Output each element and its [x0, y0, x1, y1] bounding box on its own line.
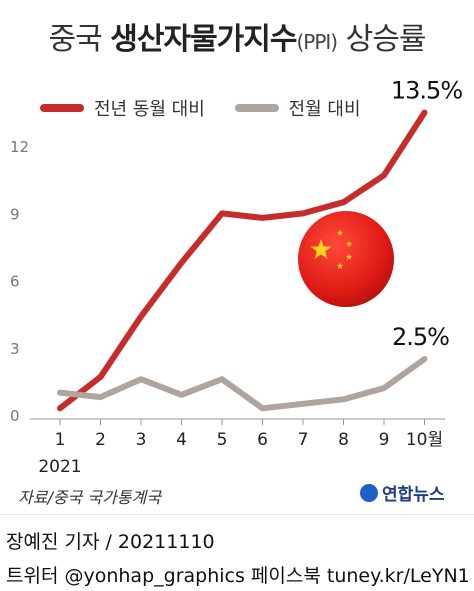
x-tick-label: 9 — [379, 430, 390, 450]
brand-mark: 연합뉴스 — [360, 480, 445, 505]
x-tick-label: 8 — [338, 430, 349, 450]
flag-small-star-icon — [336, 262, 344, 269]
x-tick-label: 3 — [136, 430, 147, 450]
x-tick-label: 10월 — [406, 430, 443, 450]
y-tick-label: 0 — [10, 407, 20, 425]
title-part-rate: 상승률 — [337, 22, 427, 57]
yonhap-logo-icon — [360, 483, 378, 502]
x-tick-label: 1 — [55, 430, 66, 450]
title-part-abbr: (PPI) — [296, 30, 338, 54]
byline: 장예진 기자 / 20211110 — [6, 531, 215, 553]
china-flag-icon — [298, 211, 394, 307]
annotation-mom-last: 2.5% — [392, 323, 449, 351]
legend-label-yoy: 전년 동월 대비 — [94, 99, 205, 120]
title-part-country: 중국 — [48, 22, 111, 57]
legend-swatch-yoy — [40, 104, 84, 112]
y-tick-label: 3 — [10, 340, 20, 358]
source-note: 자료/중국 국가통계국 — [18, 488, 161, 507]
annotation-yoy-last: 13.5% — [391, 77, 462, 105]
flag-big-star-icon — [310, 239, 332, 259]
social-links: 트위터 @yonhap_graphics 페이스북 tuney.kr/LeYN1 — [6, 565, 470, 587]
y-tick-label: 6 — [10, 273, 20, 291]
x-tick-label: 4 — [176, 430, 187, 450]
legend-label-mom: 전월 대비 — [288, 99, 361, 120]
flag-small-star-icon — [336, 229, 344, 236]
x-tick-label: 6 — [257, 430, 268, 450]
x-axis-year-label: 2021 — [38, 457, 81, 477]
flag-small-star-icon — [345, 253, 353, 260]
legend-item-mom: 전월 대비 — [234, 95, 361, 121]
chart-title: 중국 생산자물가지수(PPI) 상승률 — [0, 14, 474, 58]
flag-small-star-icon — [345, 240, 353, 247]
series-line-mom — [57, 356, 428, 412]
x-tick-label: 7 — [298, 430, 309, 450]
legend: 전년 동월 대비 전월 대비 — [40, 95, 385, 121]
y-tick-label: 9 — [10, 205, 20, 223]
footer: 장예진 기자 / 20211110 트위터 @yonhap_graphics 페… — [0, 514, 474, 591]
x-tick-label: 5 — [217, 430, 228, 450]
legend-item-yoy: 전년 동월 대비 — [40, 95, 205, 121]
brand-label: 연합뉴스 — [382, 485, 445, 505]
series-line-yoy — [57, 109, 428, 412]
x-tick-label: 2 — [95, 430, 106, 450]
legend-swatch-mom — [234, 104, 279, 112]
title-part-ppi: 생산자물가지수 — [110, 22, 297, 57]
y-tick-label: 12 — [10, 138, 29, 156]
